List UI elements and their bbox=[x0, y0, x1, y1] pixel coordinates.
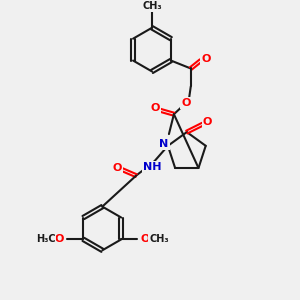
Text: CH₃: CH₃ bbox=[149, 234, 169, 244]
Text: O: O bbox=[55, 234, 64, 244]
Text: CH₃: CH₃ bbox=[142, 1, 162, 11]
Text: O: O bbox=[181, 98, 190, 108]
Text: O: O bbox=[112, 163, 122, 173]
Text: NH: NH bbox=[143, 162, 161, 172]
Text: O: O bbox=[201, 54, 210, 64]
Text: N: N bbox=[159, 139, 169, 149]
Text: O: O bbox=[203, 117, 212, 127]
Text: O: O bbox=[150, 103, 160, 113]
Text: O: O bbox=[140, 234, 150, 244]
Text: H₃C: H₃C bbox=[36, 234, 56, 244]
